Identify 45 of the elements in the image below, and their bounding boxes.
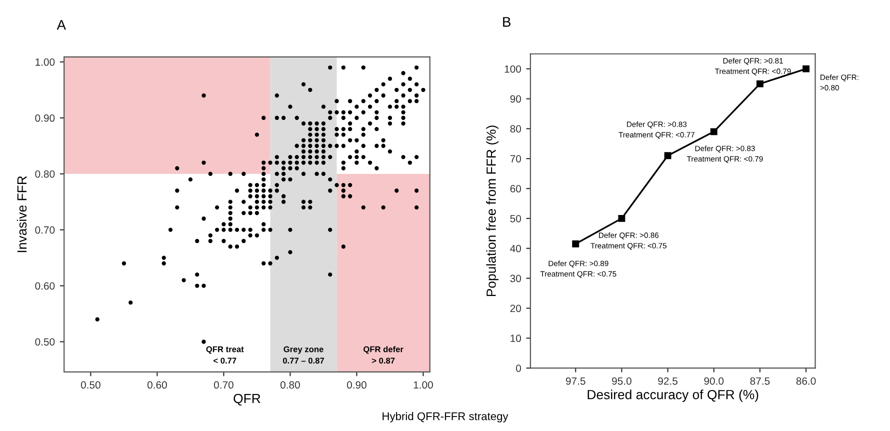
point — [618, 214, 626, 222]
x-tick-label: 0.50 — [80, 381, 100, 389]
x-axis-title: Desired accuracy of QFR (%) — [588, 390, 758, 402]
point — [802, 65, 810, 72]
x-tick-label: 95.0 — [612, 377, 632, 385]
y-tick-label: 60 — [510, 185, 522, 192]
point — [710, 128, 718, 136]
point — [756, 80, 764, 88]
x-axis-title: QFR — [234, 394, 260, 406]
y-tick-label: 1.00 — [36, 58, 55, 66]
y-tick-label: 90 — [510, 95, 522, 103]
x-tick-label: 0.60 — [147, 381, 167, 389]
chart-title: A — [56, 20, 66, 30]
y-tick-label: 30 — [510, 274, 522, 282]
y-axis-title: Invasive FFR — [16, 176, 27, 252]
chart-title: B — [503, 17, 510, 27]
y-tick-label: 20 — [510, 304, 522, 312]
x-tick-label: 0.70 — [214, 381, 234, 389]
x-tick-label: 90.0 — [704, 377, 724, 385]
x-tick-label: 1.00 — [414, 381, 433, 389]
y-tick-label: 0 — [516, 364, 522, 372]
x-tick-label: 0.90 — [346, 381, 366, 389]
y-tick-label: 50 — [510, 214, 522, 222]
y-tick-label: 0.90 — [35, 114, 55, 122]
band-label: Grey zone 0.77 – 0.87 — [282, 346, 324, 364]
y-tick-label: 80 — [510, 125, 522, 133]
y-tick-label: 0.50 — [35, 338, 55, 346]
y-tick-label: 0.70 — [35, 226, 55, 234]
annotation: QFR defer > 0.87 — [364, 346, 404, 364]
x-tick-label: 87.5 — [750, 377, 770, 385]
x-tick-label: 0.80 — [280, 381, 300, 389]
text: Hybrid QFR-FFR strategy — [382, 412, 508, 422]
y-tick-label: 40 — [510, 244, 522, 252]
y-axis-title: Population free from FFR (%) — [486, 126, 498, 296]
point — [572, 240, 580, 248]
x-tick-label: 97.5 — [566, 377, 586, 385]
x-tick-label: 92.5 — [658, 377, 678, 385]
annotation: QFR treat < 0.77 — [206, 346, 244, 364]
y-tick-label: 0.60 — [35, 282, 55, 290]
y-tick-label: 100 — [504, 65, 522, 73]
x-tick-label: 86.0 — [796, 377, 816, 385]
y-tick-label: 0.80 — [35, 170, 55, 178]
y-tick-label: 70 — [510, 155, 522, 162]
point — [664, 152, 672, 160]
y-tick-label: 10 — [510, 334, 522, 342]
